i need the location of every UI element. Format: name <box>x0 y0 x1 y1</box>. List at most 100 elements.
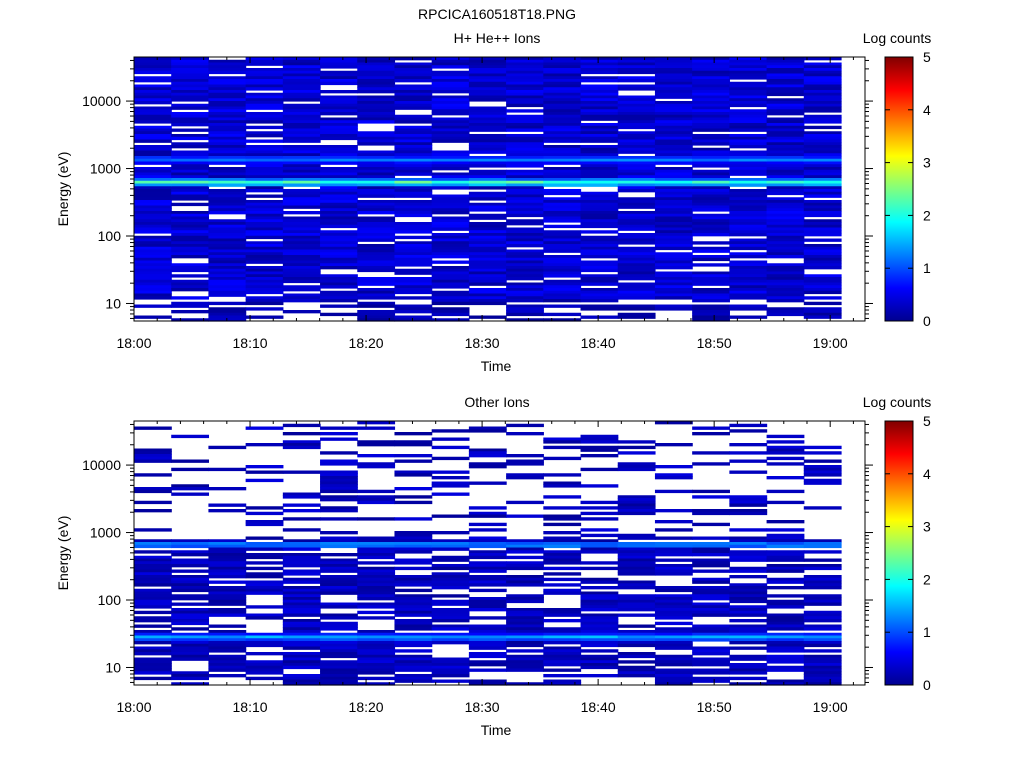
heatmap-cell <box>208 62 247 66</box>
heatmap-cell <box>617 533 656 538</box>
heatmap-cell <box>580 222 619 226</box>
heatmap-cell <box>692 62 730 66</box>
heatmap-cell <box>506 454 544 458</box>
heatmap-cell <box>282 561 321 565</box>
x-tick-label: 19:00 <box>813 699 848 715</box>
heatmap-cell <box>394 679 433 683</box>
heatmap-cell <box>654 62 693 66</box>
heatmap-cell <box>134 456 172 461</box>
heatmap-cell <box>171 219 210 223</box>
heatmap-cell <box>357 87 396 91</box>
heatmap-cell <box>506 473 544 477</box>
heatmap-cell <box>245 84 284 88</box>
heatmap-cell <box>468 315 507 319</box>
heatmap-cell <box>617 65 656 69</box>
heatmap-cell <box>171 542 210 546</box>
heatmap-cell <box>320 517 358 521</box>
heatmap-cell <box>617 605 656 609</box>
heatmap-cell <box>282 200 321 204</box>
heatmap-cell <box>729 594 768 598</box>
heatmap-cell <box>580 649 619 653</box>
heatmap-cell <box>171 230 210 234</box>
heatmap-cell <box>766 249 805 253</box>
heatmap-cell <box>208 147 247 152</box>
heatmap-cell <box>394 202 433 207</box>
heatmap-cell <box>431 70 470 75</box>
heatmap-cell <box>468 73 507 77</box>
heatmap-cell <box>468 117 507 121</box>
heatmap-cell <box>506 194 544 198</box>
heatmap-cell <box>692 59 730 64</box>
heatmap-cell <box>357 249 396 253</box>
heatmap-cell <box>506 268 544 273</box>
heatmap-cell <box>803 153 842 157</box>
heatmap-cell <box>803 445 842 450</box>
heatmap-cell <box>431 194 470 198</box>
heatmap-cell <box>692 279 730 284</box>
heatmap-cell <box>134 663 172 667</box>
heatmap-cell <box>543 183 582 187</box>
heatmap-cell <box>692 547 730 551</box>
heatmap-cell <box>431 224 470 229</box>
heatmap-cell <box>320 62 358 66</box>
heatmap-cell <box>729 59 768 64</box>
heatmap-cell <box>245 216 284 220</box>
heatmap-cell <box>729 123 768 127</box>
heatmap-cell <box>580 597 619 601</box>
x-tick-label: 18:20 <box>349 335 384 351</box>
heatmap-cell <box>729 202 768 207</box>
heatmap-cell <box>617 79 656 83</box>
heatmap-cell <box>468 608 507 612</box>
heatmap-cell <box>431 76 470 80</box>
heatmap-cell <box>468 65 507 69</box>
heatmap-cell <box>468 301 507 306</box>
heatmap-cell <box>431 665 470 670</box>
colorbar-tick-label: 5 <box>923 49 931 65</box>
heatmap-cell <box>803 183 842 187</box>
heatmap-cell <box>543 610 582 615</box>
heatmap-cell <box>431 200 470 204</box>
heatmap-cell <box>171 597 210 601</box>
heatmap-cell <box>320 627 358 631</box>
heatmap-cell <box>245 81 284 86</box>
heatmap-cell <box>766 73 805 77</box>
heatmap-cell <box>692 318 730 322</box>
heatmap-cell <box>654 671 693 675</box>
heatmap-cell <box>692 605 730 609</box>
heatmap-cell <box>431 178 470 182</box>
heatmap-cell <box>506 594 544 598</box>
heatmap-cell <box>543 619 582 623</box>
heatmap-cell <box>431 79 470 83</box>
heatmap-cell <box>803 120 842 124</box>
heatmap-cell <box>617 227 656 231</box>
heatmap-cell <box>506 65 544 69</box>
heatmap-cell <box>171 282 210 286</box>
heatmap-cell <box>766 117 805 121</box>
heatmap-cell <box>654 211 693 215</box>
heatmap-cell <box>617 246 656 251</box>
heatmap-cell <box>171 81 210 86</box>
heatmap-cell <box>245 632 284 637</box>
heatmap-cell <box>506 293 544 297</box>
heatmap-cell <box>468 660 507 664</box>
heatmap-cell <box>580 591 619 595</box>
heatmap-cell <box>803 62 842 66</box>
heatmap-cell <box>729 555 768 560</box>
heatmap-cell <box>282 189 321 193</box>
heatmap-cell <box>208 643 247 648</box>
heatmap-cell <box>617 440 656 444</box>
heatmap-cell <box>320 260 358 264</box>
heatmap-cell <box>766 310 805 314</box>
heatmap-cell <box>134 147 172 152</box>
heatmap-cell <box>320 246 358 251</box>
heatmap-cell <box>692 602 730 606</box>
heatmap-cell <box>766 263 805 267</box>
heatmap-cell <box>320 252 358 256</box>
heatmap-cell <box>543 178 582 182</box>
heatmap-cell <box>394 156 433 160</box>
heatmap-cell <box>357 536 396 540</box>
heatmap-cell <box>431 610 470 615</box>
heatmap-cell <box>357 542 396 546</box>
heatmap-cell <box>729 539 768 543</box>
heatmap-cell <box>357 591 396 595</box>
